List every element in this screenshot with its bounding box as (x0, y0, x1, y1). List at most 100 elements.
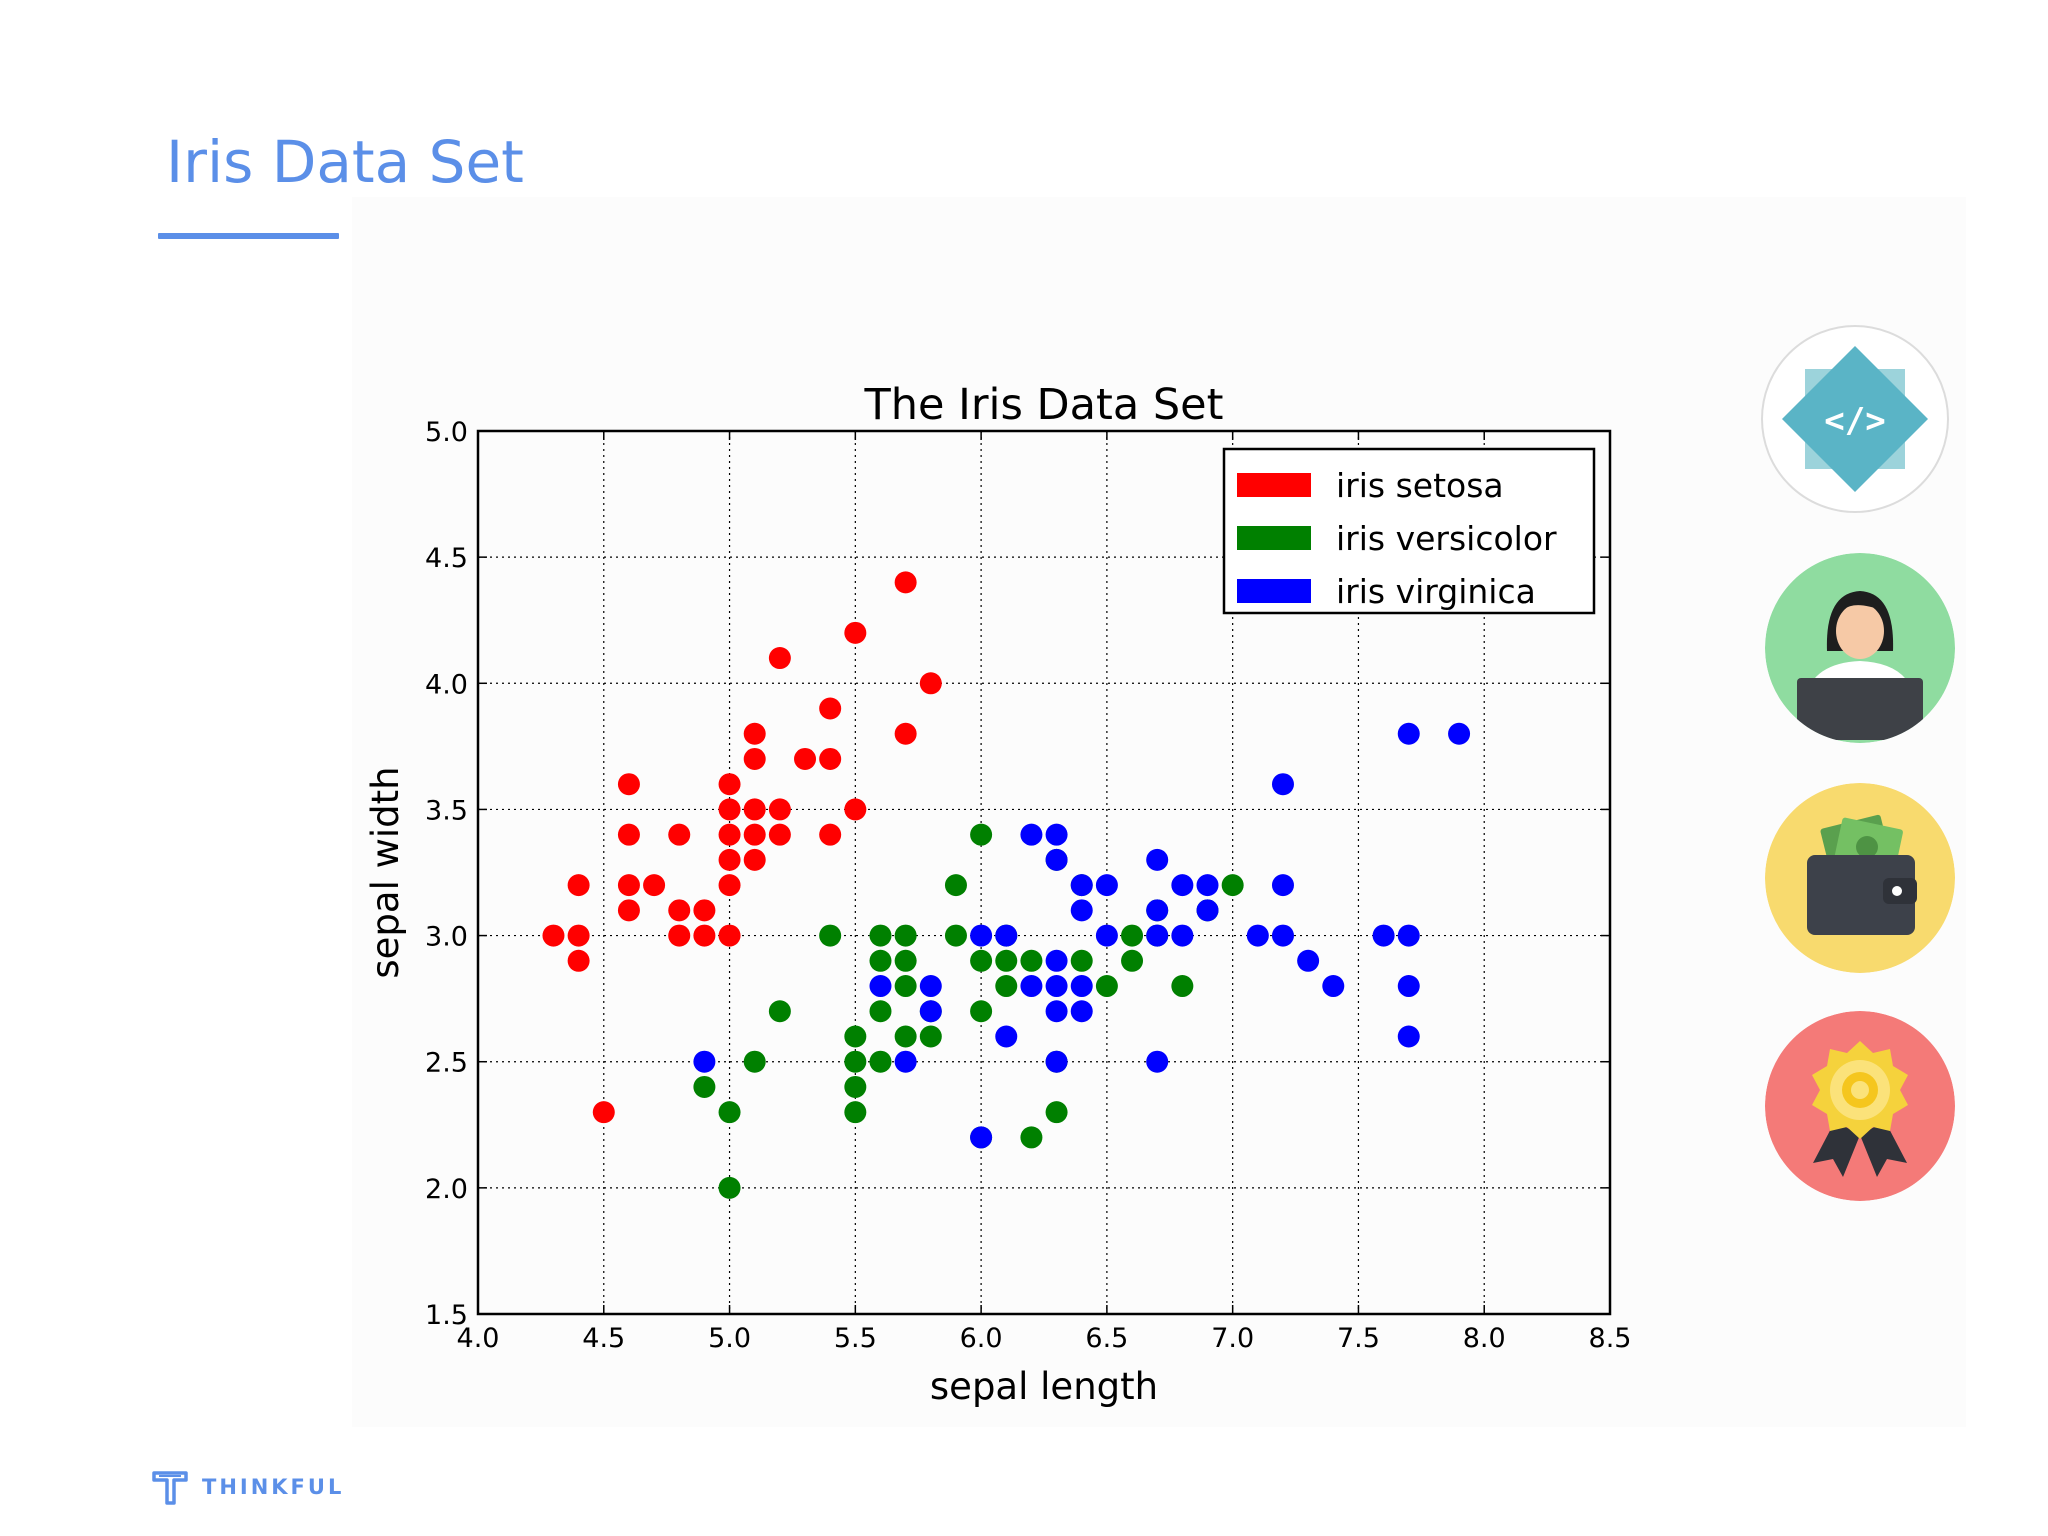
data-point-series-1 (1045, 1101, 1068, 1124)
title-underline (158, 233, 339, 239)
data-point-series-2 (1146, 899, 1169, 922)
data-point-series-1 (844, 1075, 867, 1098)
data-point-series-0 (819, 823, 842, 846)
data-point-series-1 (1171, 975, 1194, 998)
data-point-series-0 (844, 621, 867, 644)
wallet-money-icon[interactable] (1765, 783, 1955, 973)
y-tick-label: 4.0 (425, 669, 468, 700)
data-point-series-1 (944, 874, 967, 897)
data-point-series-2 (1045, 949, 1068, 972)
data-point-series-2 (1448, 722, 1471, 745)
data-point-series-1 (1221, 874, 1244, 897)
data-point-series-2 (1045, 1050, 1068, 1073)
data-point-series-1 (970, 949, 993, 972)
legend-label: iris virginica (1336, 572, 1536, 611)
data-point-series-2 (1372, 924, 1395, 947)
y-tick-label: 1.5 (425, 1300, 468, 1331)
legend-swatch (1237, 526, 1311, 550)
data-point-series-0 (643, 874, 666, 897)
data-point-series-0 (844, 798, 867, 821)
data-point-series-1 (894, 924, 917, 947)
data-point-series-1 (768, 1000, 791, 1023)
data-point-series-1 (995, 949, 1018, 972)
data-point-series-1 (869, 949, 892, 972)
data-point-series-2 (1246, 924, 1269, 947)
data-point-series-1 (693, 1075, 716, 1098)
data-point-series-1 (718, 1101, 741, 1124)
data-point-series-2 (1095, 874, 1118, 897)
data-point-series-0 (668, 823, 691, 846)
data-point-series-0 (718, 798, 741, 821)
data-point-series-1 (844, 1101, 867, 1124)
data-point-series-0 (743, 848, 766, 871)
data-point-series-1 (1095, 975, 1118, 998)
y-tick-label: 2.0 (425, 1174, 468, 1205)
x-axis-label: sepal length (930, 1365, 1158, 1408)
thinkful-logo-icon (152, 1471, 188, 1505)
data-point-series-0 (819, 697, 842, 720)
data-point-series-0 (894, 571, 917, 594)
data-point-series-0 (542, 924, 565, 947)
data-point-series-1 (894, 949, 917, 972)
award-badge-icon[interactable] (1765, 1011, 1955, 1201)
data-point-series-2 (1070, 899, 1093, 922)
data-point-series-2 (970, 1126, 993, 1149)
data-point-series-1 (844, 1050, 867, 1073)
legend-label: iris setosa (1336, 466, 1504, 505)
data-point-series-0 (819, 747, 842, 770)
x-tick-label: 4.5 (582, 1323, 625, 1354)
data-point-series-0 (668, 899, 691, 922)
data-point-series-1 (1121, 949, 1144, 972)
data-point-series-2 (995, 924, 1018, 947)
data-point-series-0 (743, 823, 766, 846)
data-point-series-0 (693, 924, 716, 947)
data-point-series-2 (919, 1000, 942, 1023)
x-tick-label: 8.0 (1463, 1323, 1506, 1354)
data-point-series-0 (668, 924, 691, 947)
data-point-series-0 (718, 773, 741, 796)
data-point-series-2 (1397, 722, 1420, 745)
y-tick-label: 5.0 (425, 417, 468, 448)
data-point-series-0 (693, 899, 716, 922)
data-point-series-1 (1020, 949, 1043, 972)
brand-name: THINKFUL (202, 1475, 345, 1499)
code-icon[interactable]: </> (1760, 324, 1950, 514)
data-point-series-0 (743, 722, 766, 745)
data-point-series-2 (1297, 949, 1320, 972)
data-point-series-1 (894, 975, 917, 998)
data-point-series-2 (1045, 1000, 1068, 1023)
data-point-series-0 (768, 647, 791, 670)
x-tick-label: 5.5 (834, 1323, 877, 1354)
data-point-series-1 (1020, 1126, 1043, 1149)
chart-legend: iris setosa iris versicolor iris virginica (1222, 447, 1596, 615)
data-point-series-1 (869, 1000, 892, 1023)
chart-title: The Iris Data Set (864, 380, 1224, 430)
x-tick-label: 7.0 (1211, 1323, 1254, 1354)
person-laptop-icon[interactable] (1765, 553, 1955, 743)
data-point-series-0 (768, 823, 791, 846)
data-point-series-2 (1095, 924, 1118, 947)
data-point-series-0 (794, 747, 817, 770)
data-point-series-1 (995, 975, 1018, 998)
svg-text:</>: </> (1824, 401, 1885, 441)
x-tick-label: 6.5 (1085, 1323, 1128, 1354)
data-point-series-2 (1070, 1000, 1093, 1023)
data-point-series-2 (1045, 823, 1068, 846)
data-point-series-2 (1020, 975, 1043, 998)
data-point-series-2 (1146, 924, 1169, 947)
legend-label: iris versicolor (1336, 519, 1557, 558)
data-point-series-0 (592, 1101, 615, 1124)
data-point-series-2 (919, 975, 942, 998)
data-point-series-2 (1020, 823, 1043, 846)
data-point-series-1 (894, 1025, 917, 1048)
scatter-chart: 4.0 4.5 5.0 5.5 6.0 6.5 7.0 7.5 8.0 8.5 1.5 2.0 2.5 3… (364, 380, 1631, 1408)
data-point-series-0 (743, 798, 766, 821)
y-tick-label: 3.0 (425, 922, 468, 953)
data-point-series-1 (819, 924, 842, 947)
data-point-series-2 (1397, 1025, 1420, 1048)
data-point-series-0 (617, 899, 640, 922)
data-point-series-0 (617, 823, 640, 846)
data-points (542, 571, 1471, 1199)
data-point-series-2 (1146, 848, 1169, 871)
data-point-series-2 (1045, 848, 1068, 871)
